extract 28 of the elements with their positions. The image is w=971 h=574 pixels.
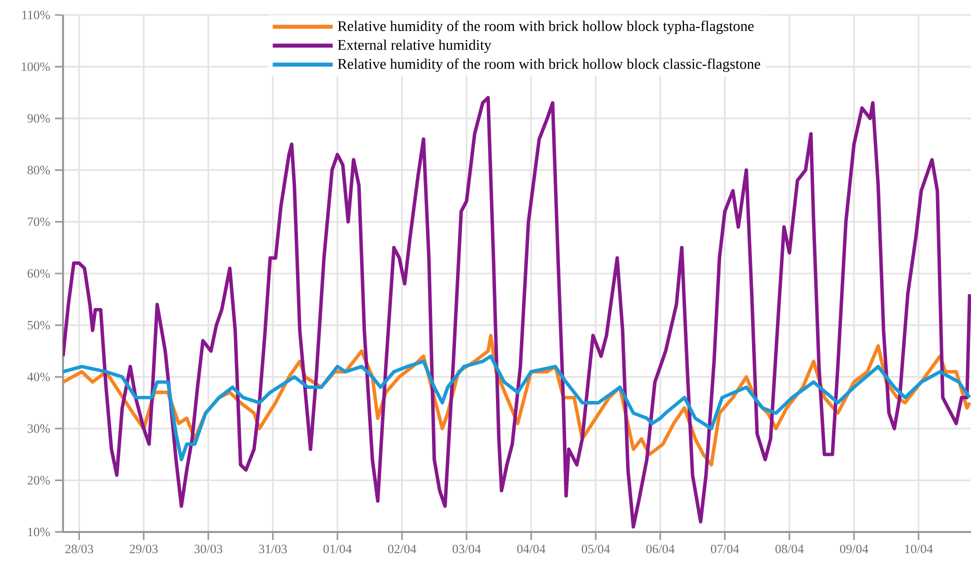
x-tick-label: 08/04: [775, 544, 804, 554]
y-tick-label: 20%: [28, 476, 50, 485]
y-tick-label: 10%: [28, 528, 50, 536]
x-tick-label: 29/03: [130, 544, 158, 554]
x-tick-label: 10/04: [905, 544, 933, 554]
x-tick-label: 09/04: [840, 544, 868, 554]
x-tick-label: 01/04: [323, 544, 352, 554]
x-tick-label: 31/03: [259, 544, 287, 554]
y-tick-label: 100%: [22, 62, 50, 71]
y-tick-label: 30%: [28, 424, 50, 433]
legend-label: Relative humidity of the room with brick hollow block classic-flagstone: [338, 58, 760, 72]
x-tick-label: 06/04: [646, 544, 675, 554]
legend-label: External relative humidity: [338, 40, 492, 53]
x-tick-label: 07/04: [710, 544, 740, 554]
x-tick-label: 28/03: [65, 544, 94, 554]
legend-label: Relative humidity of the room with brick hollow block typha-flagstone: [338, 20, 754, 34]
x-tick-label: 03/04: [452, 544, 481, 554]
x-tick-label: 02/04: [388, 544, 416, 554]
y-tick-label: 80%: [28, 166, 50, 174]
y-tick-label: 60%: [28, 269, 50, 278]
y-tick-label: 90%: [28, 114, 50, 123]
y-tick-label: 50%: [28, 320, 50, 330]
y-tick-label: 70%: [28, 217, 50, 226]
x-tick-label: 05/04: [582, 544, 610, 554]
x-tick-label: 04/04: [517, 544, 546, 554]
x-tick-label: 30/03: [194, 544, 222, 554]
y-tick-label: 40%: [27, 372, 50, 382]
y-tick-label: 110%: [22, 10, 50, 20]
